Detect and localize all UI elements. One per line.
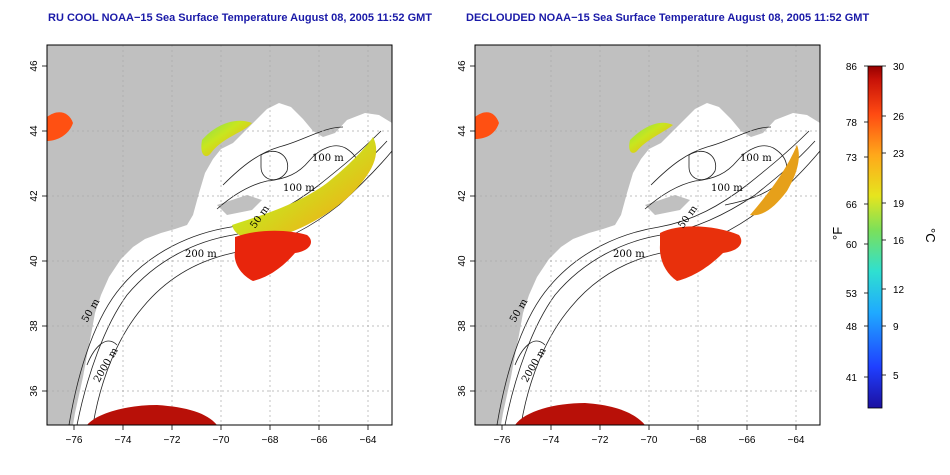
left-sst-gulf-of-maine	[201, 120, 252, 157]
right-y-tick-label: 36	[457, 385, 468, 397]
left-sst-southern-warm	[87, 405, 217, 425]
left-sst-nw-patch	[47, 112, 73, 141]
left-x-tick-label: −66	[311, 435, 328, 446]
colorbar-c-tick-label: 23	[893, 149, 905, 160]
right-contour-label-200m: 200 m	[613, 249, 645, 260]
right-y-tick-label: 44	[457, 125, 468, 137]
colorbar-f-tick-label: 73	[846, 153, 858, 164]
colorbar-c-tick-label: 5	[893, 371, 899, 382]
right-x-tick-label: −68	[690, 435, 707, 446]
colorbar: 86 78 73 66 60 53 48 41 30 26 23 19 16 12 9 5 °F °C	[830, 62, 938, 409]
right-panel-title: DECLOUDED NOAA−15 Sea Surface Temperatur…	[466, 12, 870, 24]
right-x-tick-label: −64	[788, 435, 805, 446]
colorbar-f-tick-label: 78	[846, 118, 858, 129]
right-contour-label-100m-a: 100 m	[740, 153, 772, 164]
left-panel-title: RU COOL NOAA−15 Sea Surface Temperature …	[48, 12, 433, 24]
left-x-tick-label: −70	[213, 435, 230, 446]
left-x-tick-label: −74	[115, 435, 132, 446]
left-x-tick-label: −64	[360, 435, 377, 446]
right-y-tick-label: 42	[457, 190, 468, 202]
colorbar-f-tick-label: 41	[846, 373, 858, 384]
left-sst-warm-patch	[234, 230, 311, 281]
left-contour-label-200m: 200 m	[185, 249, 217, 260]
colorbar-f-tick-label: 53	[846, 289, 858, 300]
colorbar-ticks: 86 78 73 66 60 53 48 41 30 26 23 19 16 12 9 5	[846, 62, 905, 384]
colorbar-fahrenheit-label: °F	[830, 227, 845, 240]
right-map-panel: 100 m 100 m 50 m 200 m 50 m 2000 m	[474, 44, 821, 426]
left-y-tick-label: 44	[29, 125, 40, 137]
colorbar-c-tick-label: 12	[893, 285, 905, 296]
right-x-tick-label: −70	[641, 435, 658, 446]
left-y-tick-label: 38	[29, 320, 40, 332]
right-axes: −76 −74 −72 −70 −68 −66 −64 36 38 40 42 44 46	[457, 60, 805, 446]
left-contour-label-100m-b: 100 m	[283, 183, 315, 194]
left-y-tick-label: 36	[29, 385, 40, 397]
colorbar-f-tick-label: 86	[846, 62, 858, 73]
colorbar-f-tick-label: 48	[846, 322, 858, 333]
colorbar-celsius-label: °C	[923, 228, 938, 243]
right-y-tick-label: 38	[457, 320, 468, 332]
left-map-panel: 100 m 100 m 50 m 200 m 50 m 2000 m	[46, 44, 393, 426]
colorbar-c-tick-label: 19	[893, 199, 905, 210]
colorbar-c-tick-label: 30	[893, 62, 905, 73]
right-x-tick-label: −74	[543, 435, 560, 446]
colorbar-f-tick-label: 66	[846, 200, 858, 211]
left-sst-shelf-band	[232, 137, 377, 240]
colorbar-gradient	[867, 65, 883, 409]
left-x-tick-label: −76	[66, 435, 83, 446]
right-x-tick-label: −66	[739, 435, 756, 446]
colorbar-f-tick-label: 60	[846, 240, 858, 251]
right-y-tick-label: 46	[457, 60, 468, 72]
right-sst-southern-warm	[515, 403, 645, 425]
colorbar-c-tick-label: 9	[893, 322, 899, 333]
left-x-tick-label: −72	[164, 435, 181, 446]
right-sst-gulf-of-maine	[629, 122, 673, 153]
right-y-tick-label: 40	[457, 255, 468, 267]
colorbar-c-tick-label: 26	[893, 112, 905, 123]
left-y-tick-label: 46	[29, 60, 40, 72]
left-contour-label-100m-a: 100 m	[312, 153, 344, 164]
right-sst-warm-patch	[659, 226, 742, 281]
left-axes: −76 −74 −72 −70 −68 −66 −64 36 38 40 42 44 46	[29, 60, 377, 446]
right-x-tick-label: −76	[494, 435, 511, 446]
right-sst-nw-patch	[475, 112, 499, 139]
left-x-tick-label: −68	[262, 435, 279, 446]
right-x-tick-label: −72	[592, 435, 609, 446]
right-sst-shelf-band	[750, 145, 799, 216]
colorbar-c-tick-label: 16	[893, 236, 905, 247]
right-contour-label-100m-b: 100 m	[711, 183, 743, 194]
left-y-tick-label: 40	[29, 255, 40, 267]
left-y-tick-label: 42	[29, 190, 40, 202]
